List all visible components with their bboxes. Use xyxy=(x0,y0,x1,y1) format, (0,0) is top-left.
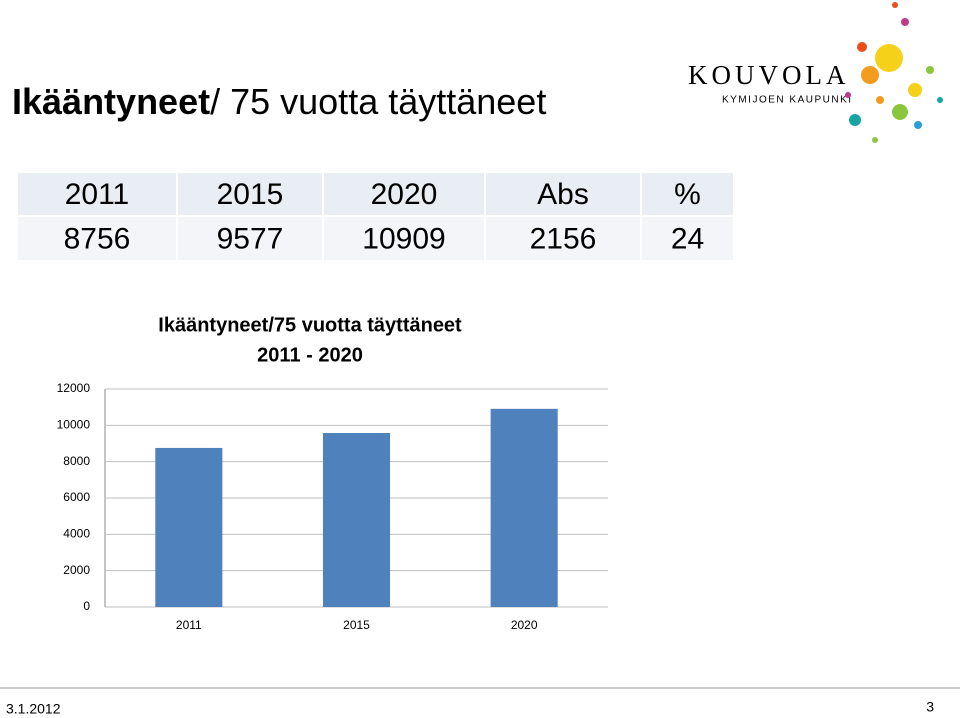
logo-dot xyxy=(908,83,922,97)
table-cell xyxy=(324,173,484,215)
logo-dot xyxy=(845,92,851,98)
table-cell xyxy=(642,217,733,260)
title-bold: Ikääntyneet xyxy=(12,81,210,122)
logo-dot xyxy=(861,66,879,84)
table-cell xyxy=(324,217,484,260)
y-tick-label: 2000 xyxy=(63,563,90,577)
bar xyxy=(322,433,391,607)
x-tick-label: 2011 xyxy=(176,618,202,632)
title-rest: / 75 vuotta täyttäneet xyxy=(210,81,546,122)
table-cell xyxy=(178,173,322,215)
table-cell xyxy=(178,217,322,260)
cell-text: 2156 xyxy=(530,222,597,255)
cell-text: 24 xyxy=(671,222,704,255)
logo-dot xyxy=(876,96,884,104)
cell-text: 10909 xyxy=(362,222,445,255)
y-tick-label: 6000 xyxy=(63,490,90,504)
logo-dot xyxy=(892,104,908,120)
table-cell xyxy=(18,173,176,215)
header-cell-text: Abs xyxy=(537,178,589,211)
footer-date: 3.1.2012 xyxy=(6,701,61,717)
x-tick-label: 2020 xyxy=(511,618,538,632)
table-cell xyxy=(486,217,640,260)
logo-dot xyxy=(872,137,878,143)
logo-tagline: KYMIJOEN KAUPUNKI xyxy=(722,95,853,106)
chart-title: Ikääntyneet/75 vuotta täyttäneet xyxy=(158,314,462,336)
y-tick-label: 10000 xyxy=(57,418,91,432)
header-cell-text: 2011 xyxy=(65,178,130,211)
y-tick-label: 0 xyxy=(83,599,90,613)
table-cell xyxy=(18,217,176,260)
cell-text: 9577 xyxy=(217,222,284,255)
logo-dot xyxy=(901,18,909,26)
x-tick-label: 2015 xyxy=(343,618,370,632)
logo-dot xyxy=(914,121,922,129)
header-cell-text: 2015 xyxy=(217,178,284,211)
page-number: 3 xyxy=(926,699,934,715)
logo-name: KOUVOLA xyxy=(688,60,849,90)
logo-dot xyxy=(892,2,898,8)
y-tick-label: 8000 xyxy=(63,454,90,468)
summary-table: 2011 2015 2020 Abs % 8756 9577 10909 2156 24 xyxy=(18,173,733,260)
logo-dot xyxy=(857,42,867,52)
header-cell-text: % xyxy=(674,178,701,211)
logo: KOUVOLA KYMIJOEN KAUPUNKI xyxy=(688,2,943,143)
cell-text: 8756 xyxy=(64,222,131,255)
logo-dot xyxy=(849,114,861,126)
y-tick-label: 4000 xyxy=(63,527,90,541)
bar xyxy=(155,447,223,607)
logo-dot xyxy=(875,44,903,72)
slide-title: Ikääntyneet/ 75 vuotta täyttäneet xyxy=(12,81,546,122)
bar xyxy=(490,408,558,607)
logo-dot xyxy=(937,97,943,103)
chart-subtitle: 2011 - 2020 xyxy=(257,344,363,366)
logo-dot xyxy=(926,66,934,74)
chart: Ikääntyneet/75 vuotta täyttäneet 2011 - … xyxy=(57,314,608,632)
y-tick-label: 12000 xyxy=(57,381,91,395)
header-cell-text: 2020 xyxy=(371,178,438,211)
table-cell xyxy=(486,173,640,215)
table-cell xyxy=(642,173,733,215)
